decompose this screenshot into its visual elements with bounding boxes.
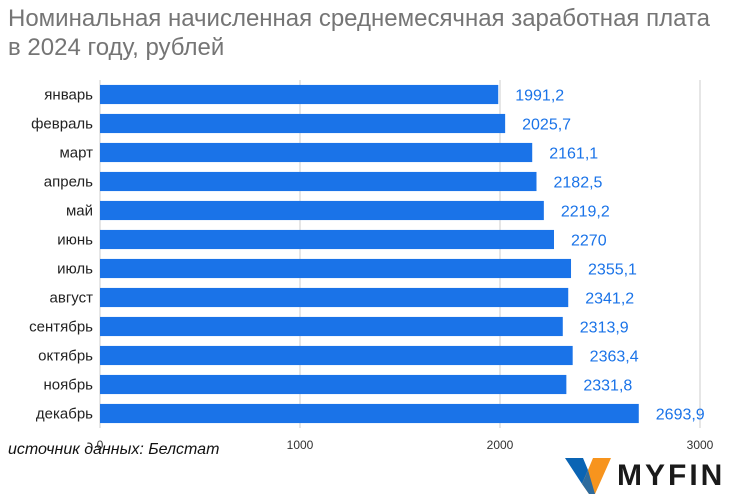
data-label: 2270	[571, 233, 607, 250]
x-tick-label: 1000	[287, 438, 314, 452]
bar	[100, 229, 554, 250]
category-label: октябрь	[38, 348, 93, 365]
bar	[100, 171, 537, 192]
bar	[100, 287, 569, 308]
data-label: 2182,5	[554, 175, 603, 192]
x-tick-label: 2000	[487, 438, 514, 452]
category-label: ноябрь	[44, 377, 94, 394]
category-label: июнь	[57, 232, 93, 249]
bar	[100, 316, 563, 337]
bar	[100, 200, 544, 221]
data-label: 2161,1	[549, 146, 598, 163]
bar	[100, 142, 533, 163]
bar	[100, 84, 499, 105]
x-tick-label: 3000	[687, 438, 714, 452]
data-label: 2355,1	[588, 262, 637, 279]
data-label: 2219,2	[561, 204, 610, 221]
data-label: 2331,8	[583, 378, 632, 395]
brand-name: MYFIN	[617, 459, 726, 492]
bar	[100, 113, 506, 134]
category-label: сентябрь	[29, 319, 93, 336]
category-label: декабрь	[36, 406, 93, 423]
chart-title: Номинальная начисленная среднемесячная з…	[8, 5, 710, 61]
data-label: 2025,7	[522, 117, 571, 134]
category-label: февраль	[31, 116, 93, 133]
category-label: январь	[44, 87, 93, 104]
data-label: 2313,9	[580, 320, 629, 337]
source-note: источник данных: Белстат	[8, 441, 220, 458]
bar	[100, 374, 567, 395]
category-label: май	[66, 203, 93, 220]
bar	[100, 403, 639, 424]
data-label: 1991,2	[515, 88, 564, 105]
category-label: апрель	[44, 174, 93, 191]
bar	[100, 258, 572, 279]
data-label: 2693,9	[656, 407, 705, 424]
category-label: март	[59, 145, 93, 162]
myfin-logo: MYFIN	[565, 458, 725, 494]
x-tick-label: 0	[97, 438, 104, 452]
category-label: август	[50, 290, 94, 307]
data-label: 2341,2	[585, 291, 634, 308]
data-label: 2363,4	[590, 349, 639, 366]
myfin-v-icon	[565, 458, 611, 494]
bar	[100, 345, 573, 366]
category-label: июль	[57, 261, 93, 278]
